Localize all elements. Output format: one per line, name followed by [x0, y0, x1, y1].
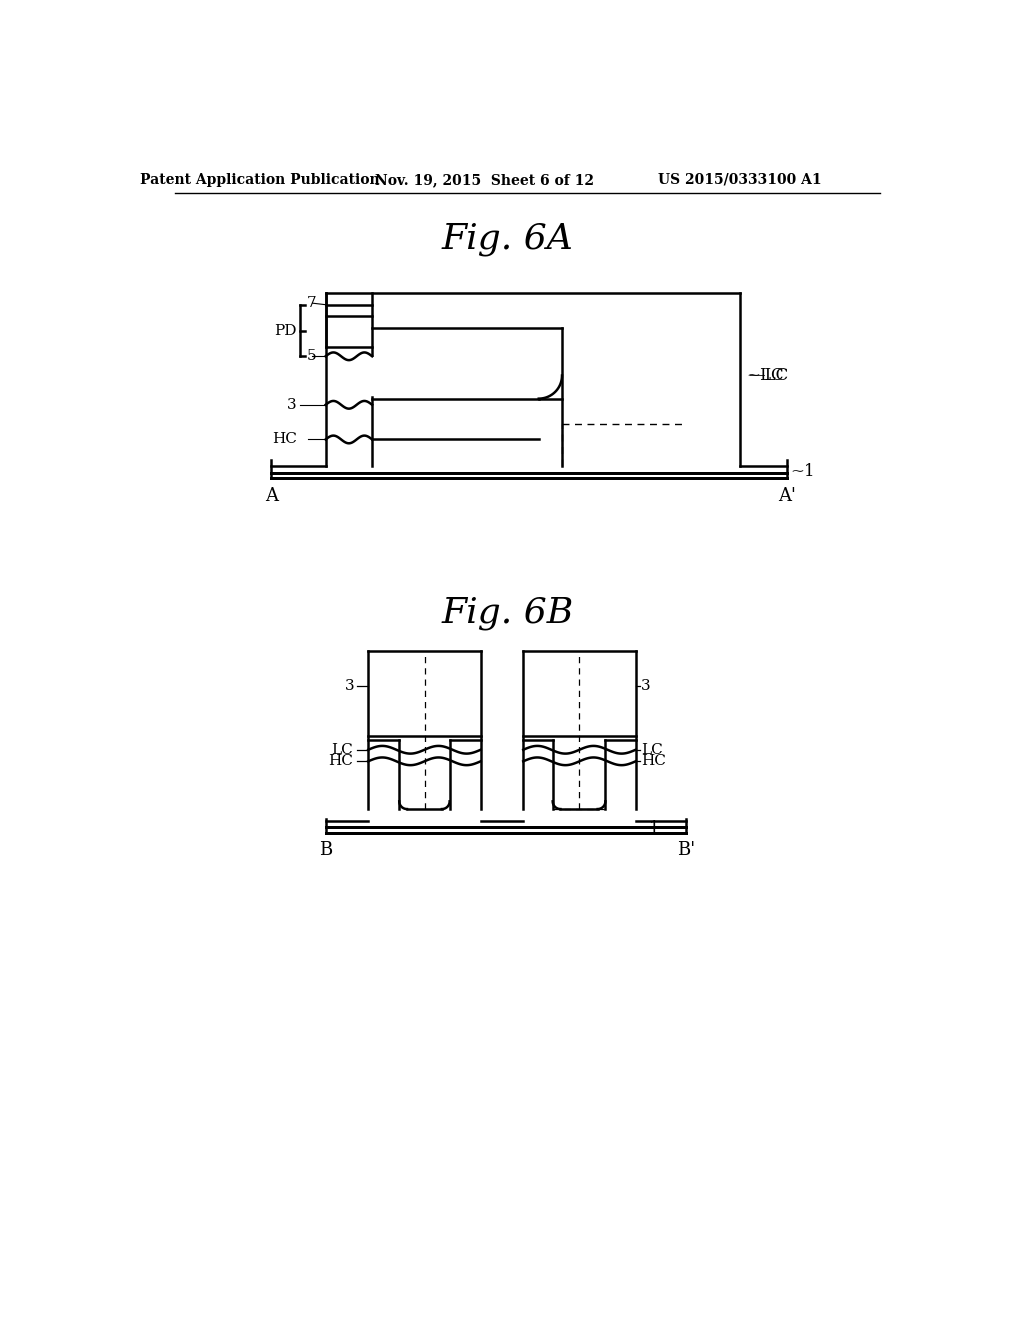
Text: LC: LC	[331, 743, 352, 756]
Text: ~LC: ~LC	[746, 367, 784, 384]
Text: Nov. 19, 2015  Sheet 6 of 12: Nov. 19, 2015 Sheet 6 of 12	[375, 173, 594, 187]
Text: B: B	[319, 841, 332, 859]
Text: 5: 5	[306, 350, 315, 363]
Text: B': B'	[677, 841, 695, 859]
Text: HC: HC	[272, 433, 297, 446]
Text: A: A	[265, 487, 278, 506]
Text: 3: 3	[288, 397, 297, 412]
Text: ~1: ~1	[791, 463, 815, 480]
Text: —LC: —LC	[748, 367, 788, 384]
Text: US 2015/0333100 A1: US 2015/0333100 A1	[658, 173, 822, 187]
Text: 3: 3	[641, 678, 650, 693]
Text: 3: 3	[345, 678, 354, 693]
Text: Patent Application Publication: Patent Application Publication	[140, 173, 380, 187]
Text: Fig. 6B: Fig. 6B	[441, 595, 573, 630]
Text: PD: PD	[274, 323, 297, 338]
Text: HC: HC	[328, 754, 352, 768]
Text: Fig. 6A: Fig. 6A	[441, 222, 573, 256]
Text: ~1: ~1	[636, 820, 660, 837]
Text: LC: LC	[641, 743, 663, 756]
Text: 7: 7	[306, 296, 315, 310]
Text: A': A'	[778, 487, 796, 506]
Text: HC: HC	[641, 754, 666, 768]
